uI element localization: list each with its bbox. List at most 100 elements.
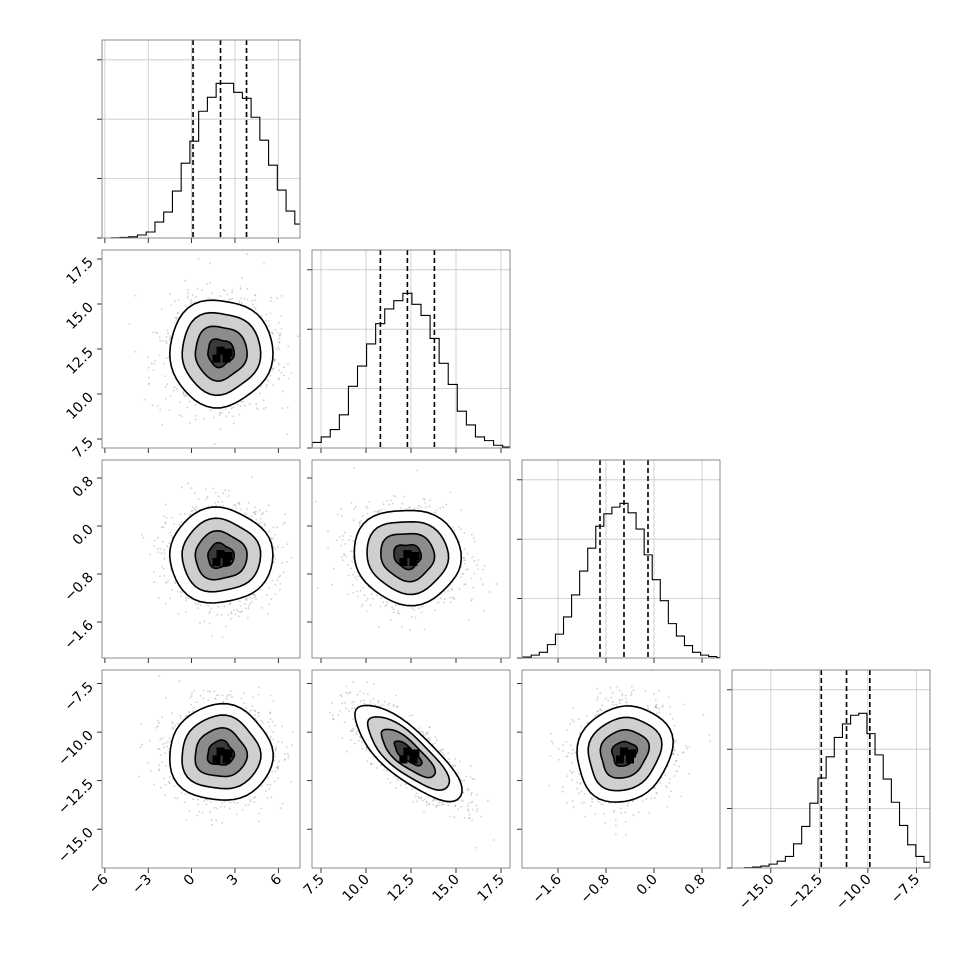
sample-point [278, 369, 280, 372]
sample-point [164, 522, 167, 525]
sample-point [213, 416, 216, 419]
sample-point [190, 703, 192, 706]
sample-point [179, 513, 182, 516]
sample-point [234, 504, 237, 506]
sample-point [218, 414, 221, 417]
sample-point [365, 518, 368, 520]
contour-line [207, 338, 236, 369]
sample-point [224, 289, 227, 292]
sample-point [238, 600, 241, 602]
sample-point [157, 747, 159, 750]
sample-point [251, 705, 254, 707]
sample-point [196, 287, 199, 290]
sample-point [259, 392, 261, 395]
sample-point [158, 721, 160, 724]
density-fill [169, 300, 274, 408]
sample-point [168, 335, 171, 338]
contour-line [168, 702, 275, 801]
sample-point [236, 802, 239, 805]
sample-point [287, 755, 290, 757]
contour-line [181, 714, 262, 790]
sample-point [176, 590, 179, 593]
sample-point [185, 395, 188, 397]
sample-point [201, 289, 204, 291]
sample-point [265, 313, 268, 316]
sample-point [162, 567, 165, 570]
sample-point [205, 497, 208, 500]
sample-point [274, 724, 276, 727]
sample-point [187, 482, 190, 485]
sample-point [278, 334, 281, 337]
sample-point [203, 800, 206, 803]
sample-point [277, 346, 280, 349]
sample-point [153, 581, 156, 584]
sample-point [228, 411, 231, 414]
sample-point [210, 819, 213, 821]
sample-point [284, 758, 286, 761]
sample-point [306, 723, 308, 725]
sample-point [175, 388, 178, 390]
sample-point [164, 794, 166, 797]
sample-point [279, 807, 282, 810]
sample-point [191, 510, 194, 512]
sample-point [178, 680, 181, 683]
sample-point [265, 319, 267, 322]
sample-point [238, 502, 240, 504]
sample-point [280, 328, 283, 330]
sample-point [166, 383, 169, 386]
sample-point [283, 752, 286, 755]
sample-point [221, 802, 223, 804]
sample-point [207, 505, 210, 508]
sample-point [164, 742, 167, 745]
sample-point [189, 513, 192, 515]
sample-point [257, 408, 259, 411]
density-peak-cell [216, 747, 225, 756]
sample-point [278, 377, 281, 380]
sample-point [242, 400, 245, 403]
sample-point [267, 721, 270, 724]
sample-point [290, 780, 293, 783]
sample-point [187, 597, 190, 600]
sample-point [192, 710, 194, 712]
sample-point [273, 359, 276, 362]
sample-point [208, 262, 211, 265]
sample-point [252, 303, 254, 306]
sample-point [254, 511, 256, 513]
sample-point [228, 807, 231, 810]
sample-point [182, 391, 185, 394]
sample-point [313, 751, 315, 753]
sample-point [246, 253, 249, 256]
sample-point [283, 758, 286, 761]
sample-point [257, 812, 260, 815]
sample-point [148, 382, 151, 385]
sample-point [180, 792, 183, 794]
sample-point [177, 613, 180, 615]
sample-point [197, 603, 199, 606]
sample-point [422, 497, 425, 500]
sample-point [239, 285, 242, 288]
sample-point [249, 602, 251, 605]
sample-point [233, 801, 236, 804]
sample-point [166, 745, 169, 748]
sample-point [227, 495, 230, 497]
sample-point [351, 560, 353, 563]
sample-point [272, 738, 275, 741]
sample-point [191, 293, 194, 296]
sample-point [280, 371, 283, 374]
sample-point [240, 508, 242, 511]
sample-point [281, 546, 284, 548]
sample-point [182, 391, 185, 394]
sample-point [236, 403, 239, 406]
sample-point [286, 752, 289, 755]
sample-point [152, 404, 154, 406]
sample-point [227, 298, 230, 301]
sample-point [347, 593, 350, 595]
sample-point [141, 743, 143, 746]
sample-point [247, 803, 250, 806]
sample-point [170, 712, 173, 715]
sample-point [153, 539, 156, 542]
sample-point [271, 770, 274, 773]
sample-point [177, 299, 180, 301]
sample-point [259, 517, 262, 520]
sample-point [170, 304, 173, 306]
